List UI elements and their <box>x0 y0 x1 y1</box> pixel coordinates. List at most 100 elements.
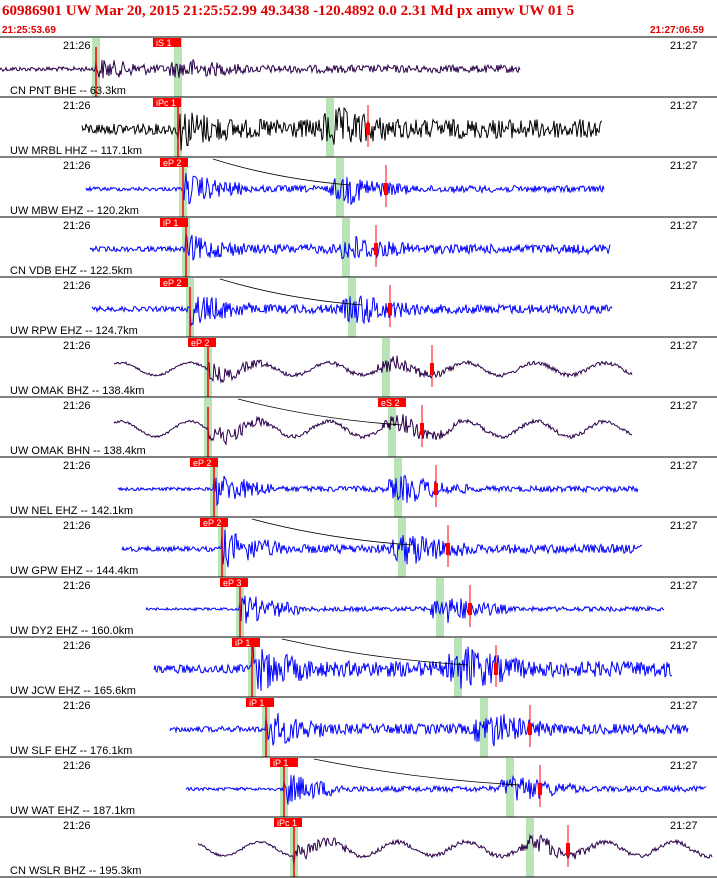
amplitude-pick-mark <box>494 663 498 675</box>
pick-label: iPc 1 <box>277 818 297 828</box>
pick-label: iS 1 <box>156 38 172 48</box>
tick-label-start: 21:26 <box>63 580 91 592</box>
pick-label: iP 1 <box>163 218 178 228</box>
tick-label-start: 21:26 <box>63 100 91 112</box>
channel-label: CN WSLR BHZ -- 195.3km <box>10 865 141 877</box>
trace-panel: 21:26 21:27 iPc 1 CN WSLR BHZ -- 195.3km <box>0 816 717 877</box>
pick-label: iP 1 <box>235 638 250 648</box>
s-arrival-band <box>382 338 390 397</box>
tick-label-end: 21:27 <box>670 460 698 472</box>
pick-flag <box>160 278 188 287</box>
waveform-trace <box>89 233 611 261</box>
waveform-trace <box>113 355 633 384</box>
tick-label-start: 21:26 <box>63 400 91 412</box>
pick-flag <box>200 518 228 527</box>
tick-label-end: 21:27 <box>670 400 698 412</box>
waveform-trace <box>145 595 665 624</box>
waveform-trace <box>117 474 639 507</box>
tick-label-start: 21:26 <box>63 40 91 52</box>
travel-time-curve <box>237 398 403 426</box>
tick-label-end: 21:27 <box>670 580 698 592</box>
trace-panel: 21:26 21:27 iP 1 UW WAT EHZ -- 187.1km <box>0 756 717 817</box>
s-arrival-band <box>388 398 396 457</box>
tick-label-end: 21:27 <box>670 760 698 772</box>
channel-label: UW MBW EHZ -- 120.2km <box>10 205 139 217</box>
tick-label-start: 21:26 <box>63 820 91 832</box>
amplitude-pick-mark <box>420 423 424 435</box>
channel-label: UW WAT EHZ -- 187.1km <box>10 805 135 817</box>
pick-label: eP 2 <box>203 518 221 528</box>
amplitude-pick-mark <box>538 783 542 795</box>
tick-label-start: 21:26 <box>63 460 91 472</box>
amplitude-pick-mark <box>430 363 434 375</box>
trace-panel: 21:26 21:27 eS 2 UW OMAK BHN -- 138.4km <box>0 396 717 457</box>
s-arrival-band <box>436 578 444 637</box>
channel-label: UW GPW EHZ -- 144.4km <box>10 565 138 577</box>
channel-label: UW OMAK BHN -- 138.4km <box>10 445 146 457</box>
pick-label: eP 2 <box>193 458 211 468</box>
tick-label-end: 21:27 <box>670 340 698 352</box>
pick-flag <box>190 458 218 467</box>
pick-flag <box>232 638 260 647</box>
tick-label-start: 21:26 <box>63 640 91 652</box>
tick-label-start: 21:26 <box>63 520 91 532</box>
trace-panel: 21:26 21:27 iP 1 UW SLF EHZ -- 176.1km <box>0 696 717 757</box>
tick-label-end: 21:27 <box>670 220 698 232</box>
tick-label-end: 21:27 <box>670 640 698 652</box>
tick-label-start: 21:26 <box>63 220 91 232</box>
travel-time-curve <box>313 758 521 786</box>
pick-label: eP 2 <box>163 278 181 288</box>
waveform-trace <box>185 774 707 805</box>
trace-panel: 21:26 21:27 eP 2 UW OMAK BHZ -- 138.4km <box>0 336 717 397</box>
pick-flag <box>153 38 181 47</box>
amplitude-pick-mark <box>366 123 370 135</box>
amplitude-pick-mark <box>566 843 570 855</box>
tick-label-start: 21:26 <box>63 760 91 772</box>
channel-label: UW SLF EHZ -- 176.1km <box>10 745 132 757</box>
waveform-trace <box>85 173 605 206</box>
amplitude-pick-mark <box>468 603 472 615</box>
s-arrival-band <box>526 818 534 877</box>
pick-flag <box>246 698 274 707</box>
pick-label: eP 2 <box>163 158 181 168</box>
trace-panel: 21:26 21:27 eP 2 UW RPW EHZ -- 124.7km <box>0 276 717 337</box>
waveform-trace <box>91 295 613 328</box>
channel-label: UW OMAK BHZ -- 138.4km <box>10 385 144 397</box>
amplitude-pick-mark <box>528 723 532 735</box>
channel-label: CN VDB EHZ -- 122.5km <box>10 265 132 277</box>
pick-label: iP 1 <box>273 758 288 768</box>
pick-flag <box>274 818 302 827</box>
trace-panel: 21:26 21:27 eP 2 UW NEL EHZ -- 142.1km <box>0 456 717 517</box>
channel-label: UW JCW EHZ -- 165.6km <box>10 685 136 697</box>
window-end-time: 21:27:06.59 <box>650 25 704 36</box>
pick-label: iP 1 <box>249 698 264 708</box>
tick-label-end: 21:27 <box>670 820 698 832</box>
trace-panel: 21:26 21:27 eP 2 UW GPW EHZ -- 144.4km <box>0 516 717 577</box>
amplitude-pick-mark <box>434 483 438 495</box>
tick-label-end: 21:27 <box>670 280 698 292</box>
pick-flag <box>378 398 406 407</box>
trace-panel: 21:26 21:27 iPc 1 UW MRBL HHZ -- 117.1km <box>0 96 717 157</box>
trace-panel: 21:26 21:27 eP 2 UW MBW EHZ -- 120.2km <box>0 156 717 217</box>
s-arrival-band <box>342 218 350 277</box>
waveform-trace <box>0 59 521 79</box>
tick-label-end: 21:27 <box>670 160 698 172</box>
pick-flag <box>188 338 216 347</box>
s-arrival-band <box>348 278 356 337</box>
s-arrival-band <box>394 458 402 517</box>
pick-label: eP 3 <box>223 578 241 588</box>
pick-flag <box>270 758 298 767</box>
travel-time-curve <box>212 158 351 186</box>
trace-panel: 21:26 21:27 iP 1 CN VDB EHZ -- 122.5km <box>0 216 717 277</box>
waveform-trace <box>169 713 689 747</box>
tick-label-end: 21:27 <box>670 700 698 712</box>
channel-label: CN PNT BHE -- 63.3km <box>10 85 126 97</box>
amplitude-pick-mark <box>374 243 378 255</box>
tick-label-end: 21:27 <box>670 100 698 112</box>
waveform-trace <box>113 414 633 446</box>
pick-label: iPc 1 <box>156 98 176 108</box>
trace-panel: 21:26 21:27 iS 1 CN PNT BHE -- 63.3km <box>0 36 717 97</box>
event-title: 60986901 UW Mar 20, 2015 21:25:52.99 49.… <box>2 3 574 19</box>
